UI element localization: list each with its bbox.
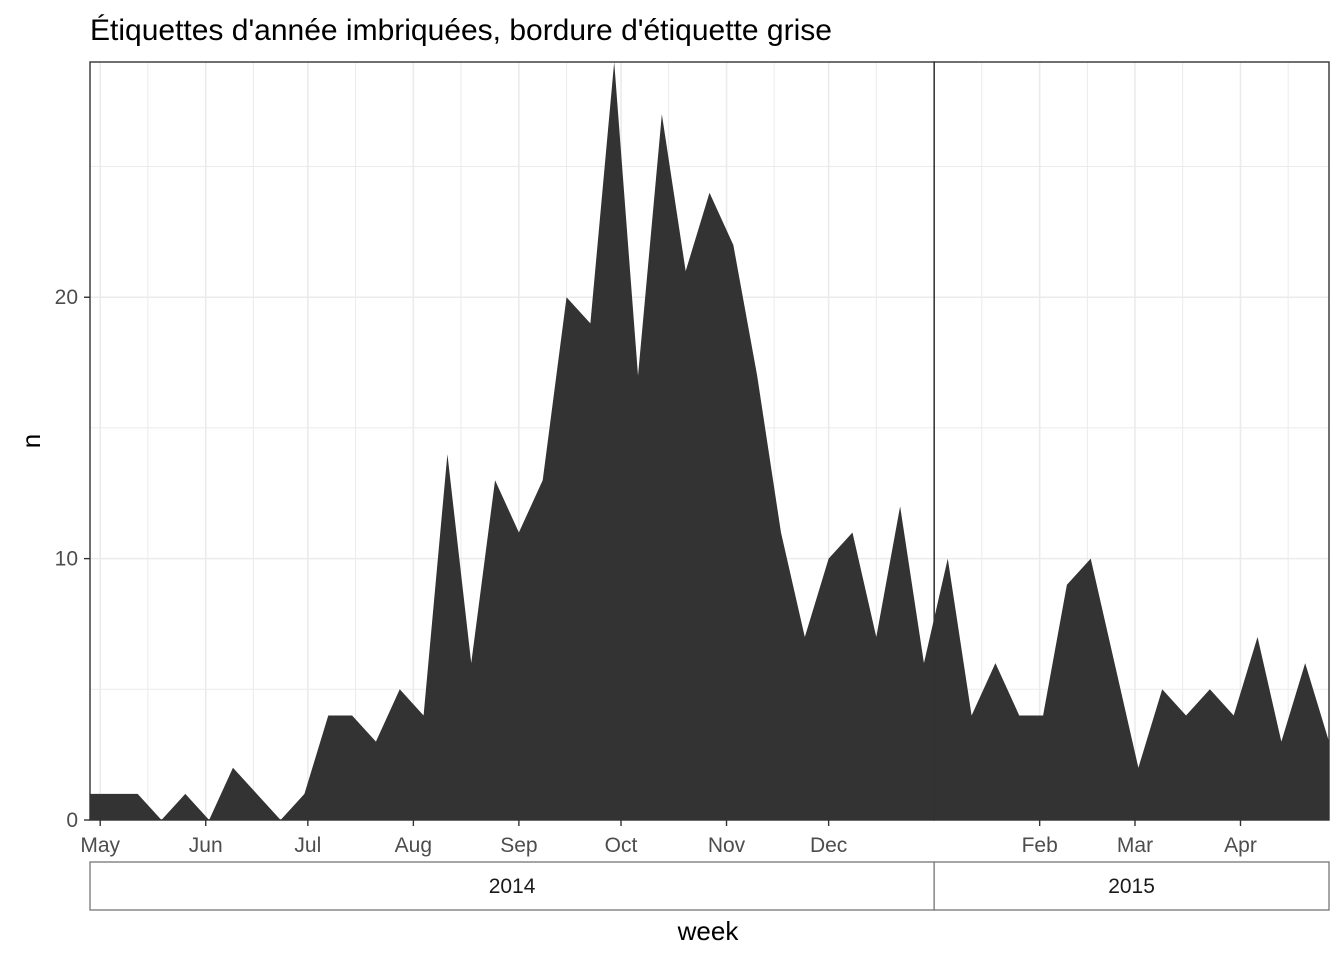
x-tick-label: Oct bbox=[605, 834, 638, 857]
x-tick-label: Jul bbox=[294, 834, 321, 857]
panel-borders bbox=[89, 61, 1330, 821]
y-tick-label: 20 bbox=[55, 286, 78, 309]
x-axis-title: week bbox=[677, 916, 740, 946]
year-strip-label: 2015 bbox=[1108, 875, 1155, 898]
year-strip-box bbox=[89, 861, 935, 911]
chart-title: Étiquettes d'année imbriquées, bordure d… bbox=[90, 14, 832, 47]
year-strips: 2014 2015 bbox=[89, 861, 1330, 911]
x-tick-label: Apr bbox=[1224, 834, 1257, 857]
year-strip-box bbox=[933, 861, 1330, 911]
x-tick-label: Nov bbox=[708, 834, 746, 857]
year-strip-label: 2014 bbox=[489, 875, 536, 898]
x-axis: May Jun Jul Aug Sep Oct Nov Dec Feb Mar Apr bbox=[80, 820, 1257, 857]
y-tick-label: 10 bbox=[55, 548, 78, 571]
x-tick-label: Mar bbox=[1117, 834, 1153, 857]
x-tick-label: Dec bbox=[810, 834, 847, 857]
y-tick-label: 0 bbox=[66, 809, 78, 832]
x-tick-label: May bbox=[80, 834, 120, 857]
y-axis-title: n bbox=[16, 434, 46, 448]
area-fill bbox=[90, 62, 1329, 820]
x-tick-label: Aug bbox=[395, 834, 432, 857]
area-series bbox=[90, 62, 1329, 820]
panel-border-2015 bbox=[933, 61, 1330, 821]
x-tick-label: Jun bbox=[189, 834, 223, 857]
y-axis: 0 10 20 bbox=[55, 286, 90, 832]
x-tick-label: Feb bbox=[1022, 834, 1058, 857]
x-tick-label: Sep bbox=[500, 834, 537, 857]
